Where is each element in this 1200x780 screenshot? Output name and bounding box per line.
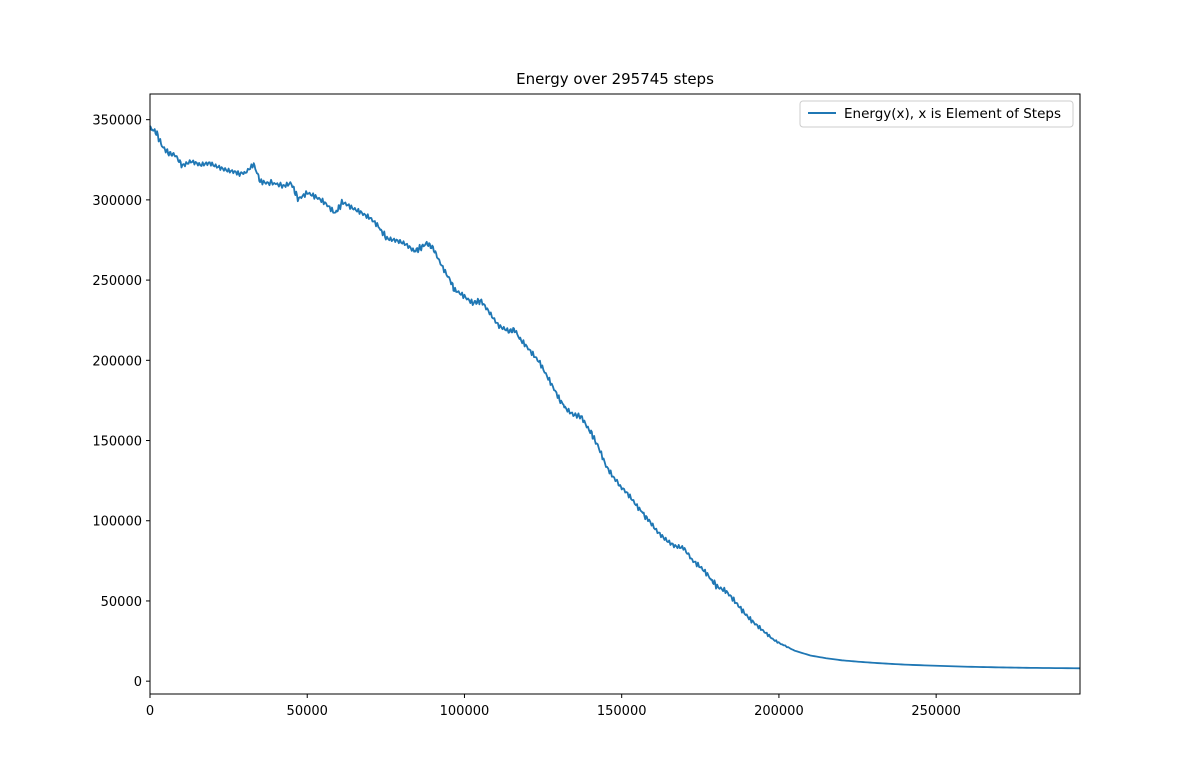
legend: Energy(x), x is Element of Steps [799, 100, 1074, 128]
x-tick-label: 250000 [911, 704, 961, 719]
chart-title: Energy over 295745 steps [516, 70, 714, 88]
y-tick-label: 250000 [92, 274, 142, 289]
legend-label: Energy(x), x is Element of Steps [844, 106, 1061, 122]
y-axis: 0 50000 100000 150000 200000 250000 300000 3500… [92, 114, 150, 690]
y-tick-label: 150000 [92, 435, 142, 450]
energy-series-line [149, 125, 1081, 670]
x-tick-label: 100000 [440, 704, 490, 719]
y-tick-label: 0 [134, 675, 142, 690]
series-layer [149, 125, 1081, 670]
x-tick-label: 150000 [597, 704, 647, 719]
y-tick-label: 100000 [92, 515, 142, 530]
x-axis: 0 50000 100000 150000 200000 250000 [146, 694, 961, 719]
x-tick-label: 50000 [287, 704, 328, 719]
y-tick-label: 50000 [101, 595, 142, 610]
x-tick-label: 200000 [754, 704, 804, 719]
x-tick-label: 0 [146, 704, 154, 719]
plot-area-frame [149, 93, 1081, 695]
y-tick-label: 350000 [92, 114, 142, 129]
y-tick-label: 300000 [92, 194, 142, 209]
legend-box [799, 100, 1074, 128]
y-tick-label: 200000 [92, 354, 142, 369]
